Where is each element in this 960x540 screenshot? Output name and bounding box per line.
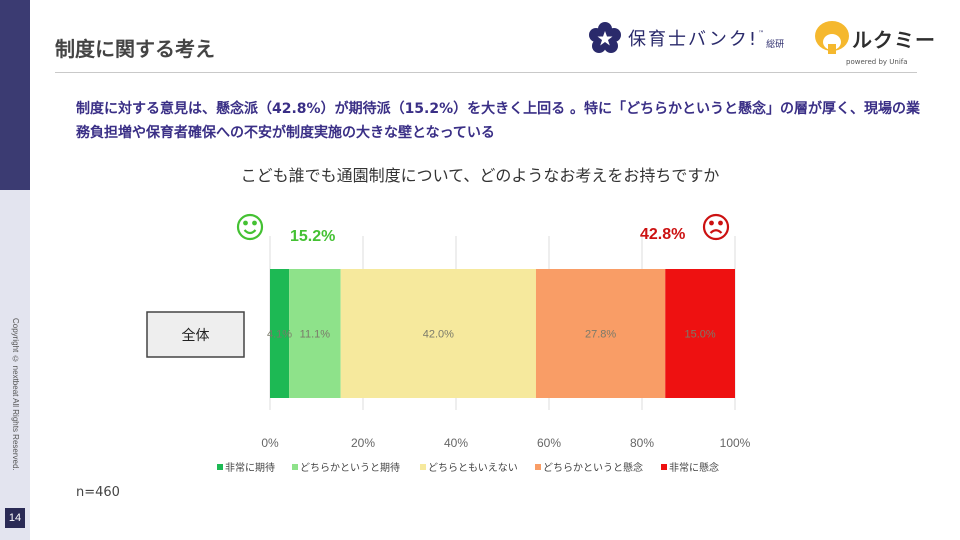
legend-item: どちらかというと懸念	[535, 461, 643, 474]
lukumi-sub: powered by Unifa	[846, 58, 908, 66]
legend-item: どちらともいえない	[420, 462, 518, 474]
legend-label: どちらかというと期待	[300, 461, 400, 474]
legend-swatch	[661, 464, 667, 470]
legend-swatch	[292, 464, 298, 470]
legend-item: 非常に期待	[217, 461, 275, 474]
hoikushi-bank-name: 保育士バンク!	[628, 29, 759, 50]
headline: 制度に対する意見は、懸念派（42.8%）が期待派（15.2%）を大きく上回る 。…	[76, 101, 921, 141]
bar-segment	[535, 269, 666, 398]
bar-value-label: 11.1%	[300, 329, 331, 341]
title-divider	[55, 72, 917, 73]
flower-icon	[589, 22, 621, 53]
smiley-face-icon	[236, 213, 264, 241]
sample-size: n=460	[76, 485, 120, 500]
copyright-text: Copyright © nextbeat All Rights Reserved…	[11, 318, 20, 471]
legend-swatch	[217, 464, 223, 470]
x-tick-label: 60%	[537, 436, 561, 450]
hoikushi-bank-logo: 保育士バンク! ™ 総研	[588, 20, 784, 56]
chart-title: こども誰でも通園制度について、どのようなお考えをお持ちですか	[240, 166, 720, 185]
category-label: 全体	[182, 327, 210, 343]
hoikushi-bank-sub: 総研	[766, 39, 785, 50]
x-tick-label: 80%	[630, 436, 654, 450]
bar-segment	[665, 269, 735, 398]
page-number: 14	[5, 508, 25, 528]
concern-total-label: 42.8%	[640, 226, 685, 243]
legend-swatch	[420, 464, 426, 470]
frowning-face-icon	[702, 213, 730, 241]
bar-segment	[340, 269, 536, 398]
bar-segment	[270, 269, 290, 398]
sidebar-accent	[0, 0, 30, 190]
legend-label: どちらかというと懸念	[543, 461, 643, 474]
legend-label: 非常に懸念	[669, 461, 719, 474]
legend-label: 非常に期待	[225, 461, 275, 474]
category-label-box	[146, 311, 245, 358]
legend-item: 非常に懸念	[661, 461, 719, 474]
lukumi-logo: ルクミー powered by Unifa	[812, 18, 942, 70]
bar-segment	[289, 269, 341, 398]
legend-label: どちらともいえない	[428, 462, 518, 474]
expect-total-label: 15.2%	[290, 228, 335, 245]
x-tick-label: 20%	[351, 436, 375, 450]
legend-item: どちらかというと期待	[292, 461, 400, 474]
x-tick-label: 100%	[720, 436, 751, 450]
sidebar	[0, 0, 30, 540]
legend-swatch	[535, 464, 541, 470]
bar-value-label: 4.1%	[267, 329, 292, 341]
bar-value-label: 42.0%	[423, 329, 454, 341]
x-tick-label: 0%	[261, 436, 279, 450]
page-title: 制度に関する考え	[55, 37, 215, 61]
lukumi-mark-icon	[815, 21, 849, 54]
x-tick-label: 40%	[444, 436, 468, 450]
hoikushi-bank-trademark: ™	[758, 29, 765, 37]
bar-value-label: 27.8%	[585, 329, 616, 341]
bar-value-label: 15.0%	[685, 329, 716, 341]
lukumi-name: ルクミー	[852, 28, 936, 52]
